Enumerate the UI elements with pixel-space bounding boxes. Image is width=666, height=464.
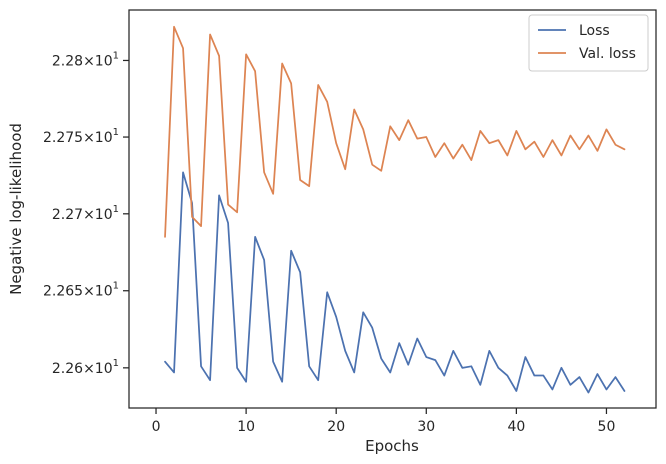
series-lines bbox=[164, 25, 626, 394]
legend-label-loss: Loss bbox=[579, 23, 610, 39]
y-tick-mantissa: 2.265 bbox=[43, 284, 83, 300]
y-tick-exponent: 1 bbox=[113, 204, 119, 215]
series-line-loss bbox=[164, 171, 626, 394]
x-tick-label-3: 30 bbox=[417, 419, 435, 435]
y-tick-base: 10 bbox=[95, 130, 113, 146]
y-tick-mantissa: 2.275 bbox=[43, 130, 83, 146]
legend: Loss Val. loss bbox=[528, 14, 649, 72]
y-axis: 2.26×1012.265×1012.27×1012.275×1012.28×1… bbox=[43, 50, 129, 377]
y-tick-times: × bbox=[83, 361, 95, 377]
plot-area-frame bbox=[128, 9, 657, 409]
y-tick-times: × bbox=[83, 130, 95, 146]
x-tick-label-1: 10 bbox=[237, 419, 255, 435]
y-tick-label-0: 2.26×101 bbox=[52, 358, 119, 377]
y-tick-exponent: 1 bbox=[113, 281, 119, 292]
x-tick-label-2: 20 bbox=[327, 419, 345, 435]
y-tick-base: 10 bbox=[95, 284, 113, 300]
y-tick-times: × bbox=[83, 284, 95, 300]
y-tick-base: 10 bbox=[95, 53, 113, 69]
x-tick-label-5: 50 bbox=[598, 419, 616, 435]
y-tick-label-4: 2.28×101 bbox=[52, 50, 119, 69]
y-tick-times: × bbox=[83, 207, 95, 223]
legend-label-val-loss: Val. loss bbox=[579, 46, 636, 62]
y-tick-label-2: 2.27×101 bbox=[52, 204, 119, 223]
y-tick-exponent: 1 bbox=[113, 127, 119, 138]
x-tick-label-4: 40 bbox=[507, 419, 525, 435]
y-tick-mantissa: 2.28 bbox=[52, 53, 83, 69]
series-line-val-loss bbox=[164, 25, 626, 238]
legend-box bbox=[528, 14, 649, 72]
y-tick-mantissa: 2.27 bbox=[52, 207, 83, 223]
x-axis: 0 10 20 30 40 50 bbox=[152, 408, 616, 435]
y-tick-base: 10 bbox=[95, 207, 113, 223]
y-tick-exponent: 1 bbox=[113, 358, 119, 369]
y-axis-label: Negative log-likelihood bbox=[7, 123, 25, 295]
x-tick-label-0: 0 bbox=[152, 419, 161, 435]
y-tick-label-3: 2.275×101 bbox=[43, 127, 119, 146]
y-tick-exponent: 1 bbox=[113, 50, 119, 61]
y-tick-mantissa: 2.26 bbox=[52, 361, 83, 377]
y-tick-times: × bbox=[83, 53, 95, 69]
x-axis-label: Epochs bbox=[365, 437, 419, 455]
y-tick-base: 10 bbox=[95, 361, 113, 377]
y-tick-label-1: 2.265×101 bbox=[43, 281, 119, 300]
